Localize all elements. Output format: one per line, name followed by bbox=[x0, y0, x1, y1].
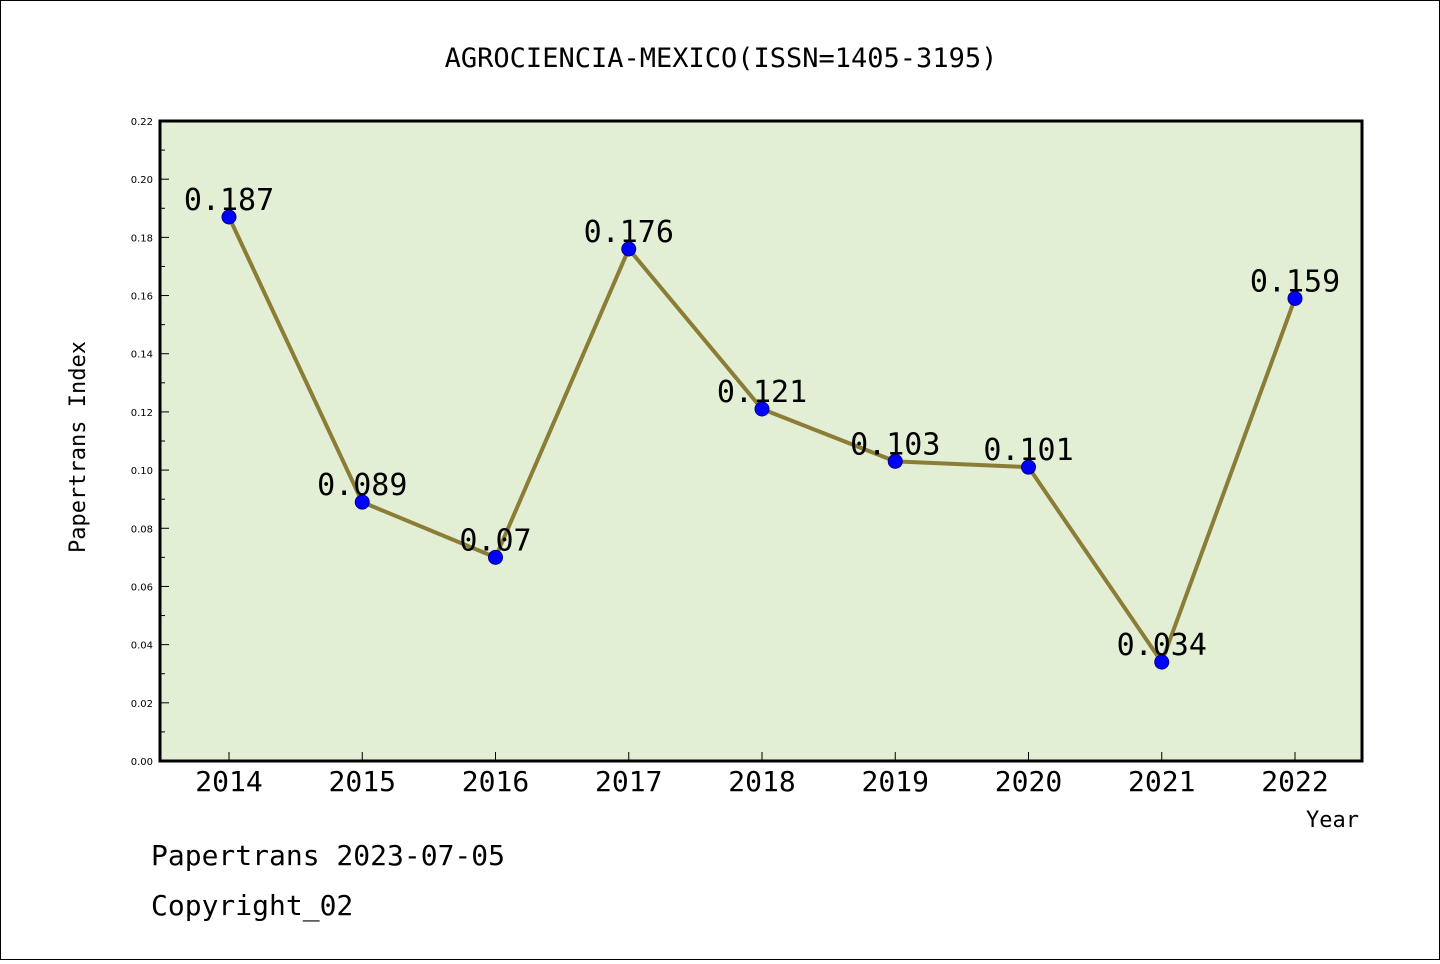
data-label: 0.159 bbox=[1250, 264, 1340, 299]
data-labels: 0.187 0.089 0.07 0.176 0.121 0.103 0.101 0.034 0… bbox=[184, 183, 1340, 663]
data-point bbox=[1154, 654, 1170, 670]
data-point bbox=[887, 453, 903, 469]
y-tick-label: 0.18 bbox=[131, 233, 153, 244]
data-point bbox=[621, 241, 637, 257]
y-tick-label: 0.12 bbox=[131, 408, 153, 419]
y-axis: 0.00 0.02 0.04 0.06 0.08 0.10 0.12 0.14 0.16 0.18… bbox=[131, 117, 169, 768]
y-tick-label: 0.04 bbox=[131, 641, 153, 652]
x-tick-label: 2016 bbox=[462, 765, 529, 798]
x-tick-label: 2022 bbox=[1261, 765, 1328, 798]
chart-title: AGROCIENCIA-MEXICO(ISSN=1405-3195) bbox=[445, 43, 998, 74]
data-label: 0.121 bbox=[717, 375, 807, 410]
x-tick-label: 2021 bbox=[1128, 765, 1195, 798]
y-tick-label: 0.02 bbox=[131, 699, 153, 710]
y-tick-label: 0.20 bbox=[131, 175, 153, 186]
data-point bbox=[221, 209, 237, 225]
y-tick-label: 0.14 bbox=[131, 350, 153, 361]
x-tick-label: 2014 bbox=[195, 765, 262, 798]
data-point bbox=[1021, 459, 1036, 475]
data-label: 0.187 bbox=[184, 183, 274, 218]
plot-area bbox=[158, 119, 1364, 763]
x-tick-label: 2020 bbox=[995, 765, 1062, 798]
y-tick-label: 0.06 bbox=[131, 582, 153, 593]
y-axis-label: Papertrans Index bbox=[66, 341, 91, 553]
x-tick-label: 2015 bbox=[329, 765, 396, 798]
y-tick-label: 0.16 bbox=[131, 292, 153, 303]
footer-copyright: Copyright_02 bbox=[151, 889, 353, 923]
x-axis-label: Year bbox=[1306, 808, 1359, 833]
y-tick-label: 0.00 bbox=[131, 757, 153, 768]
x-tick-label: 2018 bbox=[728, 765, 795, 798]
data-label: 0.034 bbox=[1117, 628, 1207, 663]
data-points bbox=[221, 209, 1303, 670]
data-point bbox=[488, 549, 503, 565]
x-tick-label: 2017 bbox=[595, 765, 662, 798]
data-label: 0.176 bbox=[584, 215, 674, 250]
footer-date: Papertrans 2023-07-05 bbox=[151, 839, 505, 872]
x-axis: 2014 2015 2016 2017 2018 2019 2020 2021 2022 bbox=[195, 752, 1329, 798]
y-tick-label: 0.10 bbox=[131, 466, 153, 477]
y-tick-label: 0.22 bbox=[131, 117, 153, 128]
data-point bbox=[354, 494, 370, 510]
data-point bbox=[1287, 290, 1303, 306]
data-label: 0.101 bbox=[983, 433, 1073, 468]
data-label: 0.103 bbox=[850, 427, 940, 462]
data-point bbox=[754, 401, 770, 417]
x-tick-label: 2019 bbox=[862, 765, 929, 798]
data-label: 0.089 bbox=[317, 468, 407, 503]
data-label: 0.07 bbox=[459, 523, 531, 558]
y-tick-label: 0.08 bbox=[131, 524, 153, 535]
